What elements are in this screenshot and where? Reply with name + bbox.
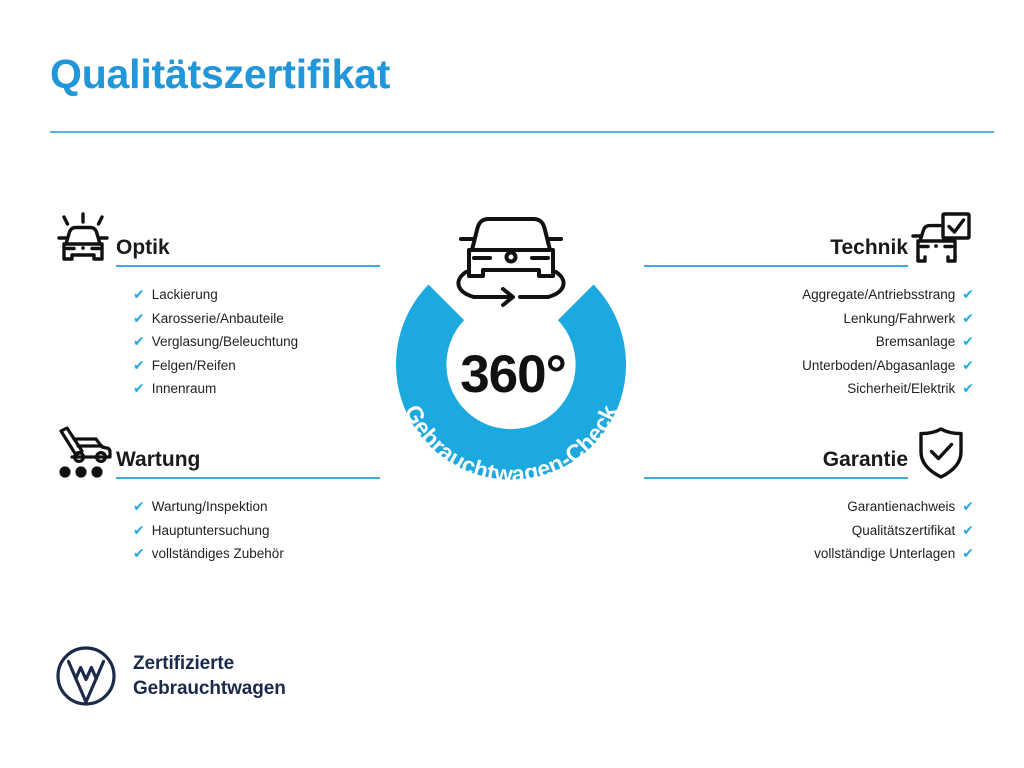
list-item: ✔ Wartung/Inspektion [50, 495, 380, 519]
section-title-wrap: Garantie [644, 448, 908, 481]
section-header: Garantie [644, 415, 974, 481]
check-icon: ✔ [962, 380, 974, 396]
section-header: Optik [50, 203, 380, 269]
check-icon: ✔ [962, 521, 974, 538]
list-item: Garantienachweis ✔ [644, 495, 974, 519]
list-item-label: Bremsanlage [875, 334, 956, 349]
list-item: ✔ Innenraum [50, 377, 380, 401]
list-item: ✔ Lackierung [50, 283, 380, 307]
list-item-label: Hauptuntersuchung [151, 522, 270, 538]
list-item-label: Wartung/Inspektion [151, 499, 268, 514]
list-item: Qualitätszertifikat ✔ [644, 519, 974, 543]
checklist-technik: Aggregate/Antriebsstrang ✔ Lenkung/Fahrwe… [644, 283, 974, 401]
car-front-shine-icon [50, 207, 116, 269]
check-icon: ✔ [962, 356, 974, 373]
footer-line-1: Zertifizierte [133, 653, 235, 674]
list-item-label: Innenraum [151, 381, 217, 396]
title-divider [50, 131, 994, 133]
check-icon: ✔ [962, 498, 974, 514]
section-header: Wartung [50, 415, 380, 481]
list-item-label: Garantienachweis [847, 499, 956, 514]
list-item: ✔ Karosserie/Anbauteile [50, 307, 380, 331]
section-underline [644, 477, 908, 479]
badge-ring [396, 284, 626, 480]
check-icon: ✔ [133, 309, 145, 326]
footer-vw-text: Zertifizierte Gebrauchtwagen [133, 651, 286, 701]
list-item-label: Verglasung/Beleuchtung [151, 334, 299, 349]
list-item: ✔ Hauptuntersuchung [50, 519, 380, 543]
list-item: Unterboden/Abgasanlage ✔ [644, 354, 974, 378]
check-icon: ✔ [133, 380, 145, 396]
check-icon: ✔ [133, 521, 145, 538]
section-garantie: Garantie Garantienachweis ✔ Qualitätszert… [644, 415, 974, 566]
check-icon: ✔ [962, 333, 974, 349]
check-icon: ✔ [133, 498, 145, 514]
check-icon: ✔ [133, 333, 145, 349]
page-title: Qualitätszertifikat [50, 51, 391, 97]
list-item-label: Sicherheit/Elektrik [847, 381, 956, 396]
list-item-label: Lackierung [151, 287, 218, 302]
section-header: Technik [644, 203, 974, 269]
list-item: vollständige Unterlagen ✔ [644, 542, 974, 566]
list-item-label: Aggregate/Antriebsstrang [802, 287, 956, 302]
check-icon: ✔ [133, 286, 145, 302]
section-underline [116, 265, 380, 267]
list-item-label: vollständiges Zubehör [151, 546, 284, 561]
check-icon: ✔ [133, 356, 145, 373]
volkswagen-logo [55, 645, 117, 707]
badge-svg: Gebrauchtwagen-Check [396, 217, 626, 487]
list-item-label: Qualitätszertifikat [851, 522, 956, 538]
section-title-wartung: Wartung [116, 447, 201, 471]
car-service-tool-icon [50, 419, 116, 481]
list-item-label: Lenkung/Fahrwerk [843, 310, 956, 326]
section-wartung: Wartung ✔ Wartung/Inspektion ✔ Hauptunters… [50, 415, 380, 566]
checklist-optik: ✔ Lackierung ✔ Karosserie/Anbauteile ✔ Verg… [50, 283, 380, 401]
checklist-wartung: ✔ Wartung/Inspektion ✔ Hauptuntersuchung ✔… [50, 495, 380, 566]
check-icon: ✔ [962, 309, 974, 326]
check-icon: ✔ [962, 545, 974, 561]
section-title-wrap: Technik [644, 236, 908, 269]
check-icon: ✔ [133, 545, 145, 561]
list-item-label: Felgen/Reifen [151, 357, 236, 373]
list-item: Lenkung/Fahrwerk ✔ [644, 307, 974, 331]
car-front-checkbox-icon [908, 207, 974, 269]
checklist-garantie: Garantienachweis ✔ Qualitätszertifikat ✔ v… [644, 495, 974, 566]
list-item-label: vollständige Unterlagen [814, 546, 956, 561]
list-item: Aggregate/Antriebsstrang ✔ [644, 283, 974, 307]
footer-line-2: Gebrauchtwagen [133, 678, 286, 699]
section-underline [644, 265, 908, 267]
shield-check-icon [908, 419, 974, 481]
badge-360-gebrauchtwagen-check: Gebrauchtwagen-Check 360° [370, 196, 652, 508]
car-rotate-360-icon [456, 217, 566, 307]
check-icon: ✔ [962, 286, 974, 302]
list-item-label: Karosserie/Anbauteile [151, 310, 284, 326]
list-item: Sicherheit/Elektrik ✔ [644, 377, 974, 401]
section-title-wrap: Wartung [116, 448, 380, 481]
list-item: ✔ Verglasung/Beleuchtung [50, 330, 380, 354]
list-item: ✔ vollständiges Zubehör [50, 542, 380, 566]
section-technik: Technik Aggregate/Antriebsstrang ✔ Lenkun… [644, 203, 974, 401]
footer-vw-block: Zertifizierte Gebrauchtwagen [55, 645, 286, 707]
section-title-wrap: Optik [116, 236, 380, 269]
section-optik: Optik ✔ Lackierung ✔ Karosserie/Anbauteile… [50, 203, 380, 401]
section-title-garantie: Garantie [822, 447, 908, 471]
list-item-label: Unterboden/Abgasanlage [802, 357, 956, 373]
list-item: Bremsanlage ✔ [644, 330, 974, 354]
list-item: ✔ Felgen/Reifen [50, 354, 380, 378]
section-underline [116, 477, 380, 479]
section-title-optik: Optik [116, 235, 170, 259]
section-title-technik: Technik [830, 235, 908, 259]
